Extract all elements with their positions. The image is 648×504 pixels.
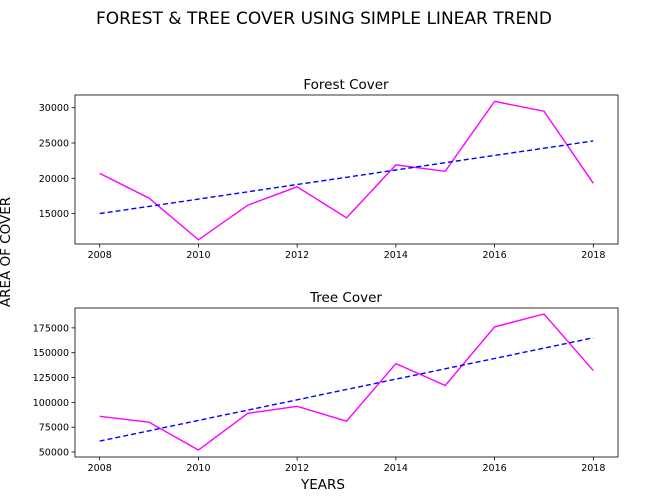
tree-y-tick-label: 50000 <box>39 448 69 459</box>
forest-x-tick-label: 2016 <box>482 250 506 261</box>
forest-plot-frame <box>74 94 619 245</box>
tree-cover-title: Tree Cover <box>309 290 382 306</box>
tree-actual-line <box>99 313 594 451</box>
tree-x-tick-label: 2010 <box>186 463 210 474</box>
tree-x-tick-label: 2008 <box>88 463 112 474</box>
tree-y-tick-label: 75000 <box>39 423 69 434</box>
tree-cover-panel: Tree Cover 2008 2010 2012 2014 2016 2018 50000… <box>33 290 619 474</box>
forest-cover-title: Forest Cover <box>303 77 389 93</box>
tree-x-tick-label: 2016 <box>482 463 506 474</box>
forest-trend-line <box>99 140 594 215</box>
forest-x-tick-label: 2018 <box>581 250 605 261</box>
forest-y-tick-label: 25000 <box>39 139 69 150</box>
tree-y-tick-label: 150000 <box>33 348 69 359</box>
forest-x-tick-label: 2014 <box>384 250 408 261</box>
x-axis-label: YEARS <box>300 477 345 493</box>
tree-y-tick-label: 175000 <box>33 323 69 334</box>
tree-trend-line <box>99 337 594 442</box>
tree-x-tick-label: 2014 <box>384 463 408 474</box>
y-axis-label: AREA OF COVER <box>0 197 14 307</box>
tree-x-tick-label: 2018 <box>581 463 605 474</box>
tree-x-tick-label: 2012 <box>285 463 309 474</box>
figure-title: FOREST & TREE COVER USING SIMPLE LINEAR … <box>96 9 552 29</box>
forest-y-tick-label: 20000 <box>39 174 69 185</box>
tree-plot-frame <box>74 307 619 458</box>
tree-y-tick-label: 100000 <box>33 398 69 409</box>
forest-x-tick-label: 2010 <box>186 250 210 261</box>
forest-y-tick-label: 30000 <box>39 103 69 114</box>
forest-x-tick-label: 2008 <box>88 250 112 261</box>
forest-y-tick-label: 15000 <box>39 209 69 220</box>
forest-cover-panel: Forest Cover 2008 2010 2012 2014 2016 2018 150… <box>39 77 619 261</box>
forest-x-tick-label: 2012 <box>285 250 309 261</box>
tree-y-tick-label: 125000 <box>33 373 69 384</box>
forest-actual-line <box>99 100 594 241</box>
